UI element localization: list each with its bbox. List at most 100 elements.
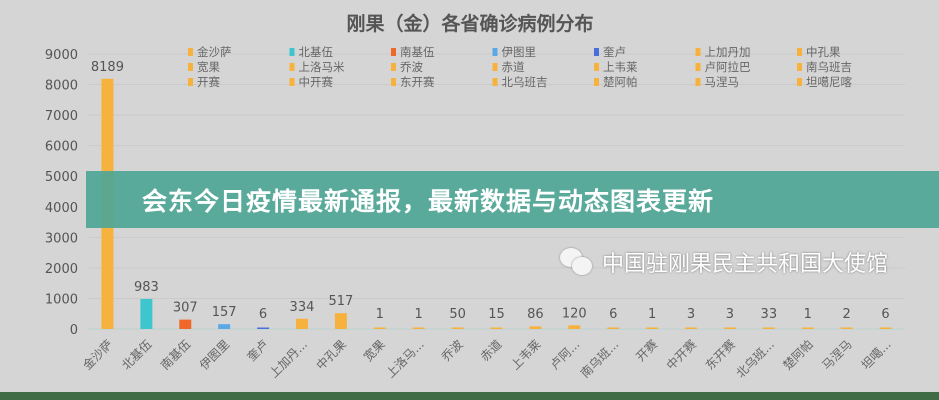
legend-item: 马涅马 bbox=[705, 75, 740, 89]
legend-swatch bbox=[391, 48, 396, 56]
x-tick-label: 马涅马 bbox=[819, 337, 854, 372]
legend-swatch bbox=[695, 48, 701, 56]
y-tick-label: 8000 bbox=[45, 79, 78, 94]
x-tick-label: 卢阿... bbox=[547, 337, 583, 373]
data-label: 157 bbox=[212, 305, 237, 320]
x-tick-label: 奎卢 bbox=[244, 337, 272, 365]
bar-坦噶尼喀 bbox=[879, 327, 892, 329]
legend-item: 开赛 bbox=[197, 75, 220, 89]
legend-item: 中开赛 bbox=[299, 75, 334, 89]
x-tick-label: 南基伍 bbox=[157, 337, 193, 373]
legend-swatch bbox=[391, 63, 396, 71]
bar-上韦莱 bbox=[529, 326, 542, 329]
legend-swatch bbox=[695, 63, 701, 71]
watermark: 中国驻刚果民主共和国大使馆 bbox=[560, 246, 888, 278]
legend-item: 金沙萨 bbox=[197, 45, 232, 59]
legend-swatch bbox=[695, 78, 701, 86]
x-tick-label: 上洛马... bbox=[383, 337, 427, 381]
legend-swatch bbox=[797, 63, 802, 71]
x-tick-label: 宽果 bbox=[360, 337, 388, 365]
data-label: 1 bbox=[376, 307, 384, 322]
bar-乔波 bbox=[451, 327, 464, 329]
data-label: 15 bbox=[488, 307, 505, 322]
legend-item: 北基伍 bbox=[299, 45, 334, 59]
headline-text: 会东今日疫情最新通报，最新数据与动态图表更新 bbox=[142, 186, 715, 216]
legend-item: 奎卢 bbox=[603, 45, 626, 59]
x-tick-label: 楚阿帕 bbox=[780, 337, 816, 373]
x-tick-label: 伊图里 bbox=[197, 337, 232, 372]
bar-宽果 bbox=[373, 327, 386, 329]
legend-item: 北乌班吉 bbox=[502, 75, 548, 89]
legend-swatch bbox=[289, 48, 295, 56]
bar-中开赛 bbox=[685, 327, 698, 329]
y-tick-label: 7000 bbox=[45, 109, 78, 124]
legend-swatch bbox=[594, 78, 599, 86]
data-label: 33 bbox=[761, 307, 778, 322]
x-tick-label: 北基伍 bbox=[119, 337, 154, 372]
legend-swatch bbox=[594, 63, 599, 71]
legend-swatch bbox=[797, 78, 802, 86]
legend-item: 坦噶尼喀 bbox=[806, 75, 852, 89]
data-label: 6 bbox=[259, 307, 267, 322]
legend-swatch bbox=[188, 48, 193, 56]
legend-item: 南基伍 bbox=[400, 45, 435, 59]
bar-上加丹加 bbox=[295, 318, 308, 329]
bar-伊图里 bbox=[218, 324, 231, 329]
bar-马涅马 bbox=[840, 327, 853, 329]
x-tick-label: 南乌班... bbox=[577, 337, 621, 381]
x-tick-label: 上韦莱 bbox=[508, 337, 543, 372]
bar-开赛 bbox=[646, 327, 659, 329]
legend-item: 宽果 bbox=[197, 60, 220, 74]
data-label: 6 bbox=[881, 307, 889, 322]
x-tick-label: 上加丹... bbox=[267, 337, 310, 380]
data-label: 86 bbox=[527, 307, 544, 322]
legend-swatch bbox=[391, 78, 396, 86]
y-tick-label: 3000 bbox=[45, 231, 78, 246]
bar-奎卢 bbox=[257, 327, 270, 329]
data-label: 983 bbox=[134, 280, 159, 295]
bar-楚阿帕 bbox=[801, 327, 814, 329]
legend-swatch bbox=[492, 63, 498, 71]
legend-swatch bbox=[492, 48, 498, 56]
data-label: 120 bbox=[562, 306, 587, 321]
x-tick-label: 乔波 bbox=[439, 337, 466, 364]
legend-item: 楚阿帕 bbox=[603, 75, 638, 89]
bar-赤道 bbox=[490, 327, 503, 329]
legend-swatch bbox=[188, 63, 193, 71]
bar-中孔果 bbox=[334, 313, 347, 329]
y-tick-label: 6000 bbox=[45, 140, 78, 155]
wechat-icon bbox=[560, 248, 594, 276]
data-label: 307 bbox=[173, 301, 198, 316]
x-tick-label: 坦噶... bbox=[859, 337, 894, 372]
chart-title: 刚果（金）各省确诊病例分布 bbox=[346, 12, 593, 35]
bar-北基伍 bbox=[140, 298, 153, 329]
bar-卢阿拉巴 bbox=[568, 325, 581, 329]
legend-swatch bbox=[492, 78, 498, 86]
x-tick-label: 北乌班... bbox=[733, 337, 777, 381]
x-tick-label: 东开赛 bbox=[702, 337, 738, 373]
legend-item: 伊图里 bbox=[502, 45, 537, 59]
legend-swatch bbox=[594, 48, 599, 56]
bar-北乌班吉 bbox=[762, 327, 775, 329]
y-tick-label: 4000 bbox=[45, 201, 78, 216]
legend-item: 上加丹加 bbox=[705, 45, 751, 59]
legend-item: 上韦莱 bbox=[603, 60, 638, 74]
data-label: 2 bbox=[843, 307, 851, 322]
x-tick-label: 金沙萨 bbox=[80, 337, 116, 373]
legend-swatch bbox=[188, 78, 193, 86]
data-label: 3 bbox=[687, 307, 695, 322]
bar-南乌班吉 bbox=[607, 327, 620, 329]
data-label: 334 bbox=[290, 300, 315, 315]
bottom-band bbox=[0, 392, 939, 400]
bar-南基伍 bbox=[179, 319, 192, 329]
legend-item: 上洛马米 bbox=[299, 60, 345, 74]
y-tick-label: 0 bbox=[70, 323, 78, 338]
headline-banner: 会东今日疫情最新通报，最新数据与动态图表更新 bbox=[86, 171, 939, 228]
data-label: 1 bbox=[804, 307, 812, 322]
bar-东开赛 bbox=[723, 327, 736, 329]
data-label: 517 bbox=[328, 294, 353, 309]
y-tick-label: 5000 bbox=[45, 170, 78, 185]
legend-item: 中孔果 bbox=[806, 45, 841, 59]
x-tick-label: 开赛 bbox=[633, 337, 661, 365]
legend-item: 东开赛 bbox=[400, 75, 435, 89]
